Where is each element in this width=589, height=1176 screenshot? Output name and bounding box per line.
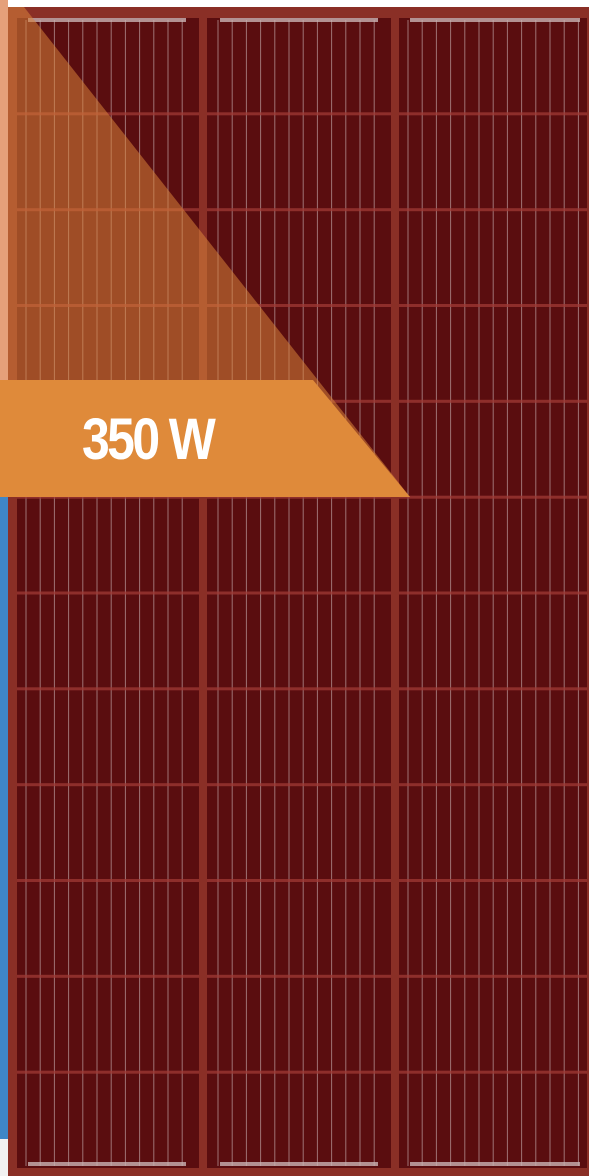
cell-row-divider [17,112,587,116]
connector-strip [28,18,186,22]
top-connector-strips [28,18,580,1166]
cell-row-divider [17,974,587,978]
cell-row-divider [17,304,587,307]
power-rating-label: 350 W [82,407,216,472]
left-edge-bottom [0,1139,8,1176]
cell-row-divider [17,208,587,212]
power-banner [0,380,410,497]
cell-row-divider [17,591,587,595]
cell-row-divider [17,783,587,787]
diagonal-overlay [8,7,410,497]
string-divider [199,18,207,1168]
cell-row-divider [17,1070,587,1074]
connector-strip [410,18,580,22]
cell-row-divider [17,687,587,691]
string-dividers [199,18,399,1168]
left-edge-blue [0,496,8,1139]
connector-strip [220,18,378,22]
connector-strip [410,1162,580,1166]
connector-strip [28,1162,186,1166]
string-divider [391,18,399,1168]
left-edge-orange [0,0,8,380]
cell-row-divider [17,495,587,499]
connector-strip [220,1162,378,1166]
cell-row-divider [17,879,587,882]
